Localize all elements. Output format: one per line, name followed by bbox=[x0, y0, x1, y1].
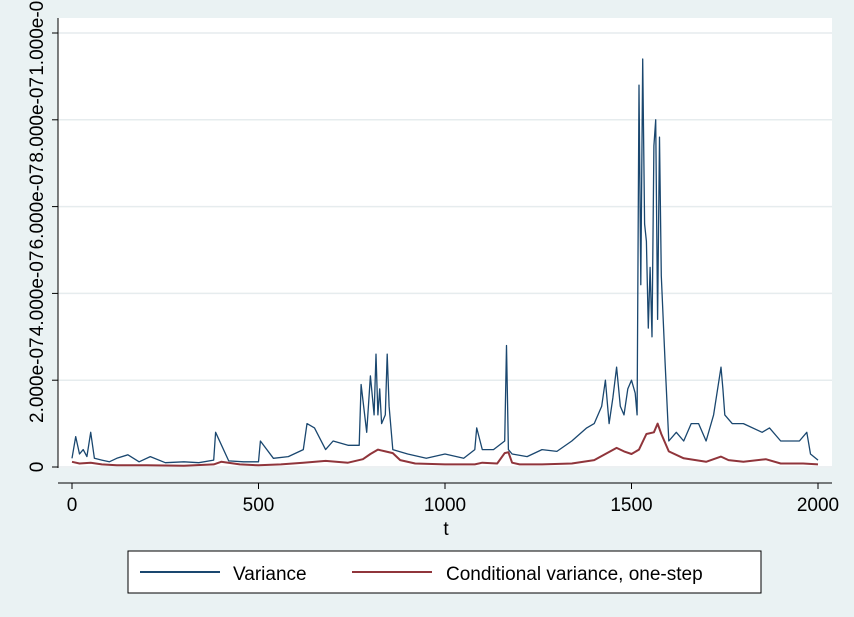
series-layer bbox=[71, 58, 819, 467]
y-ticks: 0 2.000e-074.000e-076.000e-078.000e-071.0… bbox=[27, 0, 58, 472]
x-tick-label: 2000 bbox=[797, 495, 839, 516]
y-tick-label: 4.000e-07 bbox=[27, 251, 48, 337]
x-tick-label: 1500 bbox=[610, 495, 652, 516]
legend-label-variance: Variance bbox=[233, 564, 307, 585]
legend-box bbox=[127, 550, 762, 594]
series-line-conditional-variance bbox=[71, 422, 819, 467]
x-axis-title: t bbox=[443, 519, 449, 540]
y-tick-label: 1.000e-06 bbox=[27, 0, 48, 76]
y-tick-label: 8.000e-07 bbox=[27, 77, 48, 163]
legend-label-conditional-variance: Conditional variance, one-step bbox=[446, 564, 703, 585]
x-tick-label: 500 bbox=[243, 495, 275, 516]
gridlines bbox=[58, 32, 832, 468]
plot-area bbox=[58, 18, 832, 468]
legend: Variance Conditional variance, one-step bbox=[127, 550, 762, 594]
y-tick-label: 0 bbox=[27, 462, 48, 473]
x-tick-label: 0 bbox=[67, 495, 78, 516]
series-line-variance bbox=[71, 58, 819, 464]
y-tick-label: 2.000e-07 bbox=[27, 337, 48, 423]
x-tick-label: 1000 bbox=[424, 495, 466, 516]
x-ticks: 0 500 1000 1500 2000 bbox=[67, 483, 839, 516]
y-tick-label: 6.000e-07 bbox=[27, 164, 48, 250]
